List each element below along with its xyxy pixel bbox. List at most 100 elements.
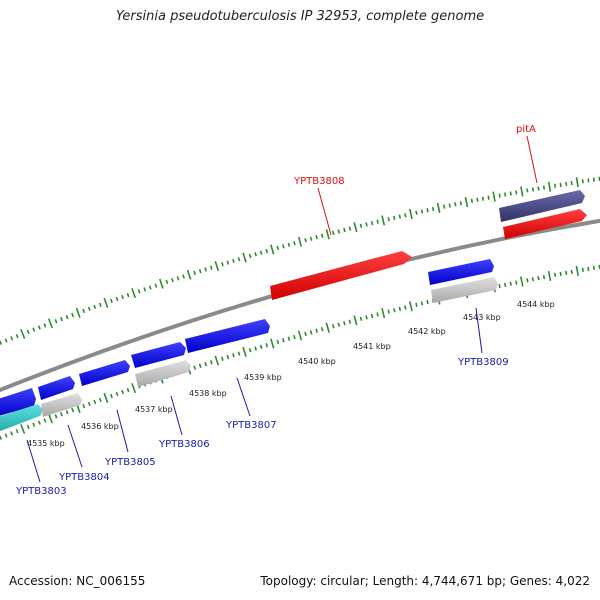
track-tick <box>259 250 263 255</box>
tick-label-4544: 4544 kbp <box>517 300 555 309</box>
track-tick <box>454 202 457 207</box>
track-tick <box>270 338 275 349</box>
track-tick <box>121 389 124 395</box>
track-tick <box>509 191 512 196</box>
track-tick <box>237 257 241 262</box>
track-tick <box>376 312 379 317</box>
track-tick <box>393 215 396 220</box>
track-tick <box>115 391 119 397</box>
gene-arrow-yptb3807[interactable] <box>185 319 270 353</box>
track-tick <box>570 180 573 186</box>
track-tick <box>581 267 584 272</box>
track-tick <box>214 355 220 366</box>
gene-arrow-left-blue[interactable] <box>0 388 36 417</box>
gene-arrow-yptb3805[interactable] <box>79 360 130 386</box>
track-tick <box>182 274 185 279</box>
track-tick <box>365 315 368 320</box>
track-tick <box>304 331 307 337</box>
track-tick <box>408 301 413 312</box>
track-tick <box>248 348 252 353</box>
track-tick <box>337 229 341 234</box>
gene-arrow-yptb3808[interactable] <box>270 251 412 300</box>
track-tick <box>276 339 280 345</box>
track-tick <box>393 308 396 313</box>
gene-arrow-yptb3804-grey[interactable] <box>41 393 82 417</box>
track-tick <box>65 314 69 320</box>
gene-label-yptb3807[interactable]: YPTB3807 <box>225 420 277 431</box>
gene-label-yptb3808[interactable]: YPTB3808 <box>293 176 345 187</box>
track-tick <box>376 219 379 224</box>
track-tick <box>381 215 386 226</box>
gene-arrow-yptb3806-grey[interactable] <box>135 360 191 387</box>
gene-arrow-purple[interactable] <box>499 190 585 222</box>
track-tick <box>98 397 102 403</box>
callout-yptb3804 <box>67 424 83 468</box>
track-tick <box>154 283 158 288</box>
track-tick <box>159 278 164 289</box>
track-tick <box>581 179 584 184</box>
track-tick <box>476 197 479 202</box>
track-tick <box>359 223 363 228</box>
track-tick <box>343 227 346 233</box>
track-tick <box>131 288 137 299</box>
gene-features <box>0 190 587 433</box>
callout-yptb3807 <box>236 377 251 417</box>
track-tick <box>204 267 208 272</box>
track-tick <box>520 186 524 197</box>
track-tick <box>270 244 275 255</box>
gene-arrow-yptb3809-blue[interactable] <box>428 259 494 285</box>
track-tick <box>504 282 507 288</box>
track-tick <box>254 252 257 257</box>
track-tick <box>26 424 30 430</box>
track-tick <box>325 322 330 333</box>
gene-label-yptb3804[interactable]: YPTB3804 <box>58 472 110 483</box>
track-tick <box>110 298 113 304</box>
gene-label-yptb3803[interactable]: YPTB3803 <box>15 486 67 497</box>
track-tick <box>15 333 19 339</box>
gene-arrow-yptb3806-blue[interactable] <box>131 342 186 368</box>
track-tick <box>193 365 197 370</box>
track-tick <box>448 203 451 208</box>
track-tick <box>426 300 429 305</box>
gene-label-yptb3809[interactable]: YPTB3809 <box>457 357 509 368</box>
track-tick <box>60 412 63 417</box>
gene-label-yptb3806[interactable]: YPTB3806 <box>158 439 210 450</box>
track-tick <box>531 187 535 192</box>
track-tick <box>282 244 285 249</box>
track-tick <box>287 336 291 341</box>
track-tick <box>93 399 97 405</box>
track-tick <box>0 340 3 345</box>
track-tick <box>232 353 235 358</box>
track-tick <box>47 318 53 329</box>
track-tick <box>459 201 462 206</box>
track-tick <box>509 281 512 286</box>
gene-label-pita[interactable]: pitA <box>516 124 536 135</box>
track-tick <box>93 304 97 309</box>
track-tick <box>0 435 3 440</box>
gene-arrow-yptb3809-grey[interactable] <box>431 277 498 303</box>
track-tick <box>547 270 552 282</box>
track-tick <box>559 271 562 277</box>
track-tick <box>365 222 368 227</box>
track-tick <box>537 276 540 281</box>
scale-labels: 4535 kbp 4536 kbp 4537 kbp 4538 kbp 4539… <box>27 300 555 448</box>
gene-label-yptb3805[interactable]: YPTB3805 <box>104 457 156 468</box>
gene-arrow-pita[interactable] <box>503 209 587 239</box>
track-tick <box>26 329 30 335</box>
track-tick <box>426 208 429 213</box>
gene-arrow-yptb3804-blue[interactable] <box>38 376 75 400</box>
track-tick <box>348 226 352 231</box>
track-tick <box>20 424 26 434</box>
gene-arrow-left-cyan[interactable] <box>0 404 43 433</box>
track-tick <box>487 195 490 200</box>
track-tick <box>309 236 313 241</box>
tick-label-4541: 4541 kbp <box>353 342 391 351</box>
tick-label-4543: 4543 kbp <box>463 313 501 322</box>
track-tick <box>387 217 390 222</box>
track-tick <box>242 346 247 357</box>
track-tick <box>137 289 141 294</box>
track-tick <box>20 329 26 339</box>
track-tick <box>297 236 303 247</box>
track-tick <box>171 277 174 283</box>
callout-yptb3808 <box>317 187 332 236</box>
